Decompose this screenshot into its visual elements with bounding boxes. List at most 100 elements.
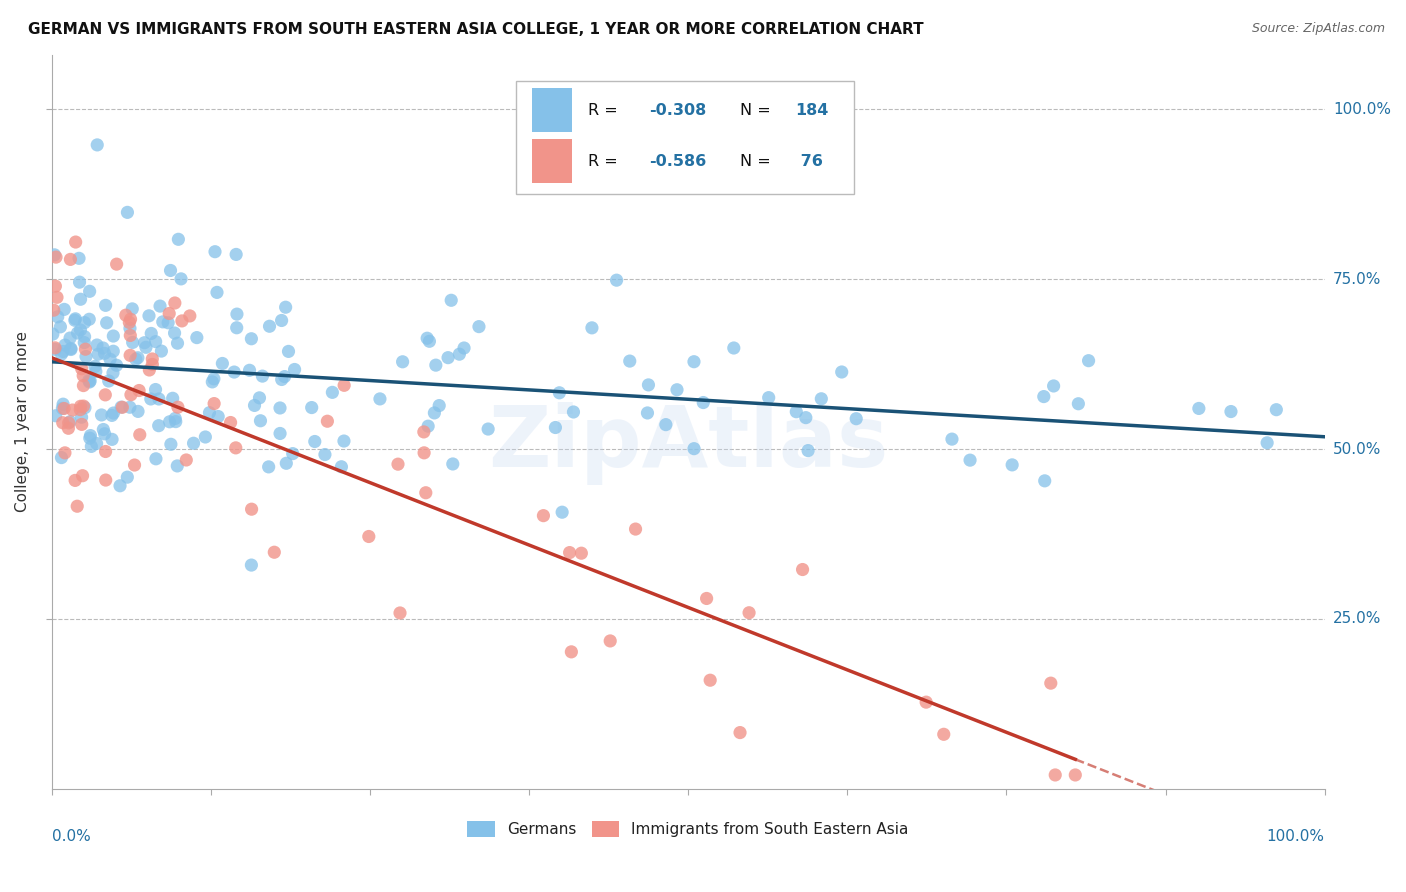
Point [225, 247, 247, 261]
Point [425, 358, 447, 372]
Point [437, 351, 460, 365]
Point [101, 433, 124, 447]
Text: ZipAtlas: ZipAtlas [488, 402, 889, 485]
Point [44, 279, 66, 293]
Point [127, 404, 149, 418]
Point [423, 406, 446, 420]
Point [86, 436, 108, 450]
Point [240, 502, 263, 516]
Point [58, 416, 80, 430]
Point [51, 401, 73, 416]
Point [785, 405, 807, 419]
Point [415, 485, 437, 500]
Point [581, 321, 603, 335]
Point [259, 319, 281, 334]
Point [69, 292, 91, 306]
Point [548, 385, 571, 400]
Point [141, 326, 163, 341]
Point [316, 414, 339, 428]
Point [72, 399, 94, 413]
Point [128, 427, 150, 442]
Point [118, 315, 141, 329]
Point [121, 335, 143, 350]
Point [70, 361, 93, 376]
Point [738, 606, 761, 620]
Point [77, 312, 100, 326]
Point [165, 415, 187, 429]
Point [79, 428, 101, 442]
Point [198, 406, 221, 420]
Point [94, 444, 117, 458]
Point [103, 344, 125, 359]
Point [468, 319, 491, 334]
Point [66, 500, 89, 514]
Point [124, 458, 146, 472]
Point [94, 388, 117, 402]
Point [93, 423, 115, 437]
Point [211, 356, 233, 370]
Point [194, 430, 217, 444]
Point [120, 388, 142, 402]
Point [69, 399, 91, 413]
Point [333, 434, 356, 448]
Point [167, 401, 190, 415]
Point [59, 342, 82, 356]
Point [304, 434, 326, 449]
Point [73, 401, 96, 415]
Point [53, 401, 76, 416]
Point [427, 399, 450, 413]
Point [449, 347, 471, 361]
Point [240, 332, 263, 346]
Point [53, 302, 76, 317]
Point [72, 378, 94, 392]
Point [728, 725, 751, 739]
Point [67, 252, 90, 266]
Y-axis label: College, 1 year or more: College, 1 year or more [15, 331, 30, 512]
Text: 25.0%: 25.0% [1333, 611, 1381, 626]
Point [69, 323, 91, 337]
Point [794, 410, 817, 425]
Point [163, 296, 186, 310]
Point [90, 408, 112, 422]
Point [98, 352, 121, 367]
Point [121, 301, 143, 316]
Point [219, 416, 242, 430]
Point [138, 309, 160, 323]
Point [226, 307, 249, 321]
Point [167, 232, 190, 246]
Point [70, 417, 93, 432]
Point [418, 419, 440, 434]
Point [59, 252, 82, 267]
Point [117, 205, 139, 219]
Point [238, 363, 260, 377]
Point [562, 405, 585, 419]
Point [103, 406, 125, 420]
Text: N =: N = [741, 154, 776, 169]
Point [108, 479, 131, 493]
Point [45, 409, 67, 423]
Point [94, 298, 117, 312]
Point [66, 326, 89, 340]
Point [148, 392, 170, 406]
Point [959, 453, 981, 467]
Point [166, 336, 188, 351]
Point [79, 431, 101, 445]
Point [162, 392, 184, 406]
Point [533, 508, 555, 523]
Point [1045, 768, 1067, 782]
Point [413, 446, 436, 460]
Point [683, 355, 706, 369]
Text: Source: ZipAtlas.com: Source: ZipAtlas.com [1251, 22, 1385, 36]
Point [149, 299, 172, 313]
Point [93, 346, 115, 360]
Point [75, 342, 97, 356]
Point [63, 474, 86, 488]
Point [201, 375, 224, 389]
Point [276, 456, 298, 470]
Point [77, 373, 100, 387]
Point [281, 447, 304, 461]
Point [174, 453, 197, 467]
Point [120, 312, 142, 326]
Point [145, 383, 167, 397]
Point [551, 505, 574, 519]
